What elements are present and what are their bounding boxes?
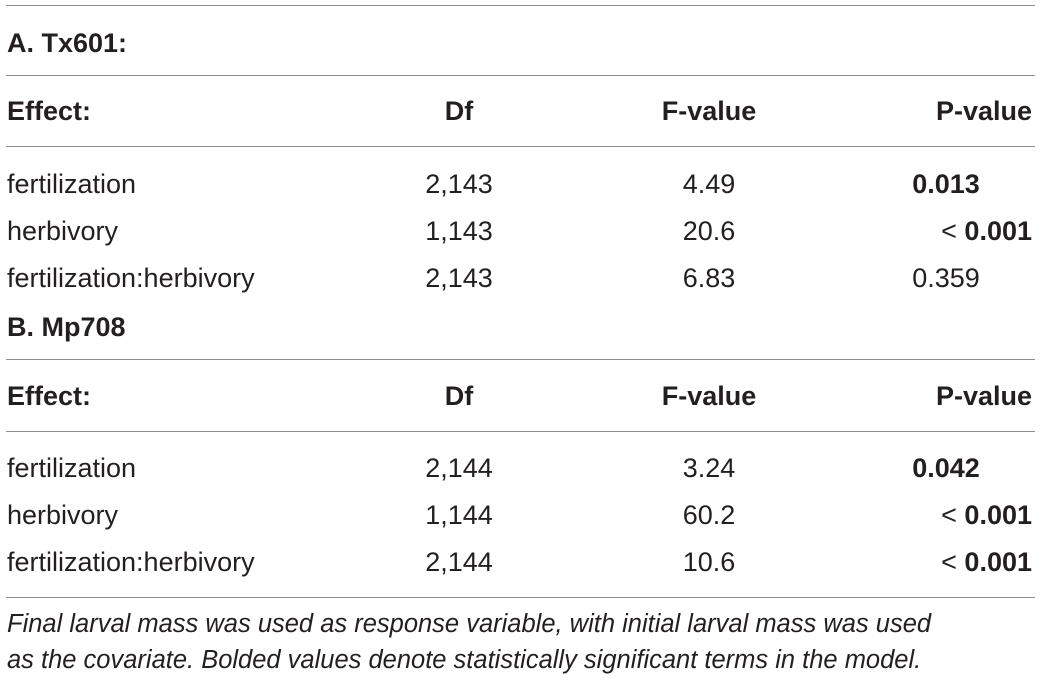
section-title-b: B. Mp708 — [7, 312, 126, 342]
f-value-cell: 20.6 — [682, 216, 736, 246]
table-row: fertilization:herbivory 2,143 6.83 0.359 — [0, 258, 1041, 298]
table-row: fertilization 2,144 3.24 0.042 — [0, 448, 1041, 488]
table-row: fertilization 2,143 4.49 0.013 — [0, 164, 1041, 204]
df-cell: 1,143 — [425, 216, 493, 246]
table-row: fertilization:herbivory 2,144 10.6 < 0.0… — [0, 542, 1041, 582]
footnote-line-1: Final larval mass was used as response v… — [7, 610, 932, 638]
p-value-cell: 0.359 — [912, 263, 980, 293]
table-row: herbivory 1,143 20.6 < 0.001 — [0, 211, 1041, 251]
section-title-a: A. Tx601: — [7, 28, 128, 58]
p-value-number: 0.001 — [964, 216, 1032, 246]
header-effect: Effect: — [7, 96, 92, 126]
effect-cell: herbivory — [7, 216, 119, 246]
header-f-value: F-value — [661, 381, 757, 411]
p-value-cell: < 0.001 — [860, 495, 1032, 535]
p-value-cell: < 0.001 — [860, 211, 1032, 251]
less-than-sign: < — [941, 216, 957, 246]
df-cell: 2,143 — [425, 263, 493, 293]
df-cell: 2,143 — [425, 169, 493, 199]
less-than-sign: < — [941, 547, 957, 577]
table-a-header-row: Effect: Df F-value P-value — [0, 91, 1041, 131]
f-value-cell: 4.49 — [682, 169, 736, 199]
table-footnote: Final larval mass was used as response v… — [7, 606, 1037, 678]
effect-cell: fertilization — [7, 453, 137, 483]
header-df: Df — [444, 381, 474, 411]
table-b-header-rule — [6, 431, 1035, 432]
p-value-number: 0.001 — [964, 547, 1032, 577]
effect-cell: herbivory — [7, 500, 119, 530]
bottom-rule — [6, 597, 1035, 598]
effect-cell: fertilization — [7, 169, 137, 199]
p-value-cell: < 0.001 — [860, 542, 1032, 582]
header-p-value: P-value — [935, 381, 1032, 411]
f-value-cell: 6.83 — [682, 263, 736, 293]
effect-cell: fertilization:herbivory — [7, 263, 255, 293]
f-value-cell: 10.6 — [682, 547, 736, 577]
table-a-header-rule — [6, 146, 1035, 147]
table-row: herbivory 1,144 60.2 < 0.001 — [0, 495, 1041, 535]
header-effect: Effect: — [7, 381, 92, 411]
less-than-sign: < — [941, 500, 957, 530]
footnote-line-2: as the covariate. Bolded values denote s… — [7, 646, 922, 674]
df-cell: 2,144 — [425, 453, 493, 483]
header-f-value: F-value — [661, 96, 757, 126]
effect-cell: fertilization:herbivory — [7, 547, 255, 577]
header-df: Df — [444, 96, 474, 126]
p-value-number: 0.001 — [964, 500, 1032, 530]
df-cell: 2,144 — [425, 547, 493, 577]
section-b-title-rule — [6, 359, 1035, 360]
p-value-cell: 0.042 — [912, 453, 980, 483]
table-b-header-row: Effect: Df F-value P-value — [0, 376, 1041, 416]
df-cell: 1,144 — [425, 500, 493, 530]
f-value-cell: 60.2 — [682, 500, 736, 530]
section-a-title-rule — [6, 75, 1035, 76]
header-p-value: P-value — [935, 96, 1032, 126]
top-rule — [6, 5, 1035, 6]
f-value-cell: 3.24 — [682, 453, 736, 483]
p-value-cell: 0.013 — [912, 169, 980, 199]
